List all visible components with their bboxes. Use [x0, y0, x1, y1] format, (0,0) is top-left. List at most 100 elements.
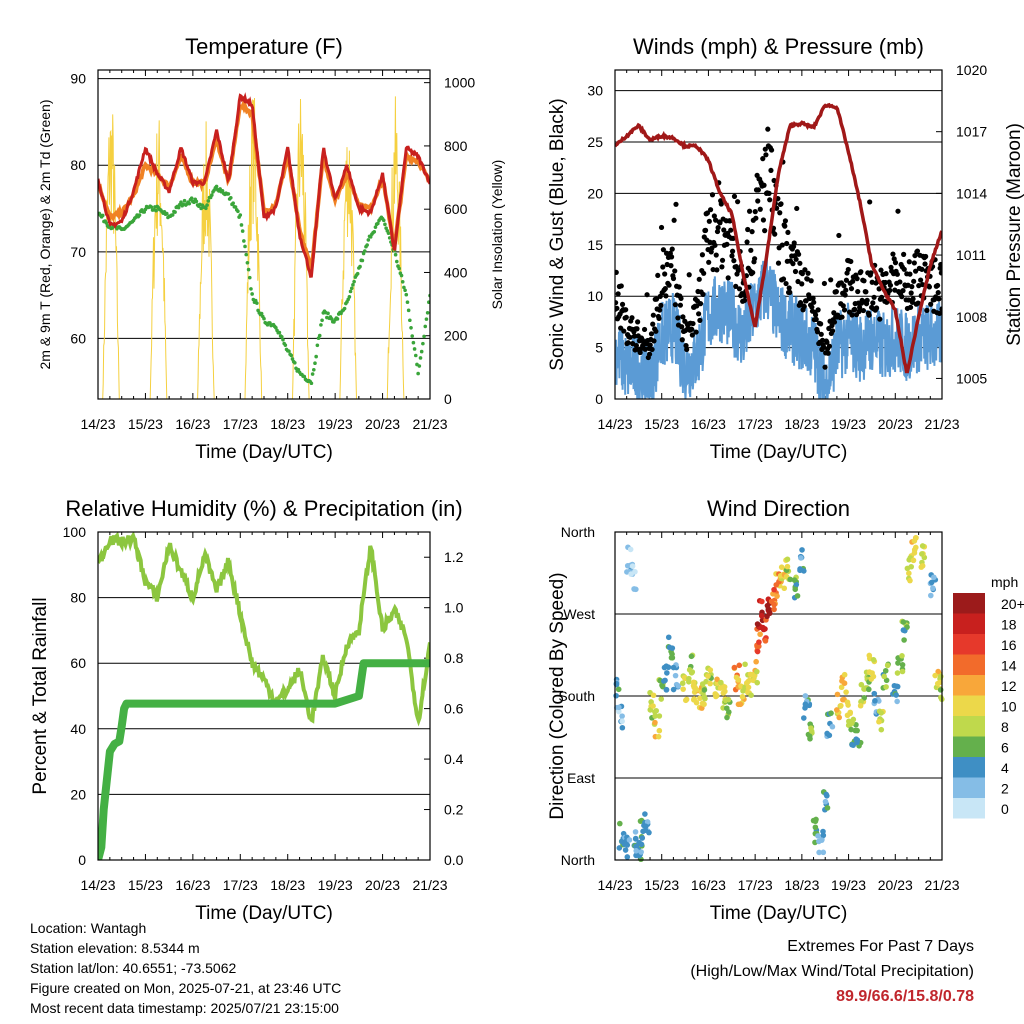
- dewpoint-point: [381, 218, 386, 223]
- dewpoint-point: [154, 208, 158, 213]
- gust-point: [686, 272, 692, 278]
- dewpoint-point: [149, 205, 154, 209]
- direction-point: [686, 675, 692, 682]
- y2-tick-label: 1014: [956, 185, 987, 201]
- direction-point: [771, 586, 777, 593]
- gust-point: [650, 321, 656, 327]
- gust-point: [863, 289, 869, 295]
- direction-point: [690, 682, 697, 689]
- gust-point: [707, 239, 713, 245]
- gust-point: [653, 328, 659, 334]
- direction-point: [919, 563, 926, 569]
- direction-point: [784, 563, 791, 570]
- gust-point: [663, 293, 669, 299]
- plot-frame: [97, 69, 431, 400]
- y2-tick-label: 1020: [956, 62, 987, 78]
- gust-point: [702, 227, 709, 233]
- gust-point: [805, 270, 811, 276]
- direction-point: [847, 709, 854, 716]
- gust-point: [928, 301, 934, 307]
- gust-point: [791, 240, 797, 246]
- x-tick-label: 18/23: [270, 416, 305, 432]
- direction-point: [900, 619, 907, 625]
- direction-point: [810, 817, 817, 824]
- gust-point: [694, 303, 700, 309]
- direction-point: [906, 570, 912, 577]
- direction-point: [818, 837, 825, 843]
- gust-point: [780, 276, 787, 282]
- gust-point: [762, 146, 768, 152]
- gust-point: [755, 187, 761, 193]
- gust-point: [721, 227, 727, 233]
- direction-point: [791, 577, 798, 583]
- direction-point: [806, 733, 813, 739]
- dewpoint-point: [358, 264, 362, 269]
- dewpoint-point: [402, 285, 406, 290]
- gust-point: [778, 201, 784, 207]
- direction-point: [652, 719, 658, 726]
- direction-point: [894, 698, 900, 705]
- gust-point: [777, 210, 783, 216]
- dewpoint-point: [189, 196, 194, 201]
- gust-point: [680, 314, 686, 320]
- y-tick-label: South: [558, 688, 595, 704]
- gust-point: [843, 277, 850, 283]
- dewpoint-point: [247, 275, 252, 280]
- direction-point: [866, 669, 873, 675]
- direction-point: [812, 824, 819, 831]
- dewpoint-point: [290, 357, 295, 361]
- direction-point: [675, 683, 682, 689]
- gust-point: [713, 252, 719, 258]
- x-tick-label: 18/23: [784, 877, 819, 893]
- gust-point: [907, 271, 913, 277]
- station-elevation: Station elevation: 8.5344 m: [30, 940, 200, 956]
- gust-point: [818, 321, 824, 327]
- dewpoint-point: [313, 361, 317, 366]
- direction-point: [849, 741, 855, 748]
- direction-point: [919, 551, 925, 557]
- dewpoint-point: [425, 311, 430, 315]
- gust-point: [809, 304, 815, 310]
- gust-point: [871, 294, 877, 300]
- gust-point: [831, 310, 837, 316]
- gust-point: [676, 284, 682, 290]
- dewpoint-point: [397, 266, 401, 271]
- direction-point: [646, 829, 652, 836]
- direction-point: [771, 601, 777, 608]
- gust-point: [858, 269, 864, 275]
- direction-point: [713, 692, 720, 699]
- direction-point: [737, 701, 744, 708]
- gust-point: [860, 307, 866, 314]
- gust-point: [757, 206, 763, 212]
- y2-tick-label: 200: [444, 328, 468, 344]
- y-tick-label: 0: [78, 852, 86, 868]
- gust-point: [655, 272, 661, 279]
- dewpoint-point: [236, 209, 240, 214]
- direction-point: [919, 543, 926, 549]
- direction-point: [624, 569, 630, 575]
- colorbar-label: 18: [1001, 617, 1017, 633]
- direction-point: [670, 686, 677, 693]
- dewpoint-point: [279, 334, 284, 339]
- gust-point: [855, 288, 861, 295]
- gust-point: [850, 278, 856, 284]
- y2-tick-label: 0.2: [444, 802, 464, 818]
- gust-point: [866, 312, 872, 318]
- gust-point: [670, 275, 677, 282]
- direction-point: [722, 688, 728, 695]
- gust-point: [910, 296, 916, 302]
- direction-point: [742, 661, 748, 668]
- direction-point: [697, 695, 703, 702]
- gust-point: [641, 326, 648, 333]
- gust-point: [911, 260, 917, 266]
- gust-point: [906, 259, 912, 265]
- direction-point: [883, 684, 889, 690]
- direction-point: [901, 637, 907, 643]
- winds-chart: Winds (mph) & Pressure (mb) Time (Day/UTC…: [547, 34, 1024, 463]
- y-tick-label: 20: [587, 185, 603, 201]
- gust-point: [829, 328, 836, 334]
- gust-point: [828, 277, 834, 283]
- direction-point: [781, 585, 788, 592]
- dewpoint-point: [315, 343, 320, 348]
- colorbar-label: 8: [1001, 719, 1009, 735]
